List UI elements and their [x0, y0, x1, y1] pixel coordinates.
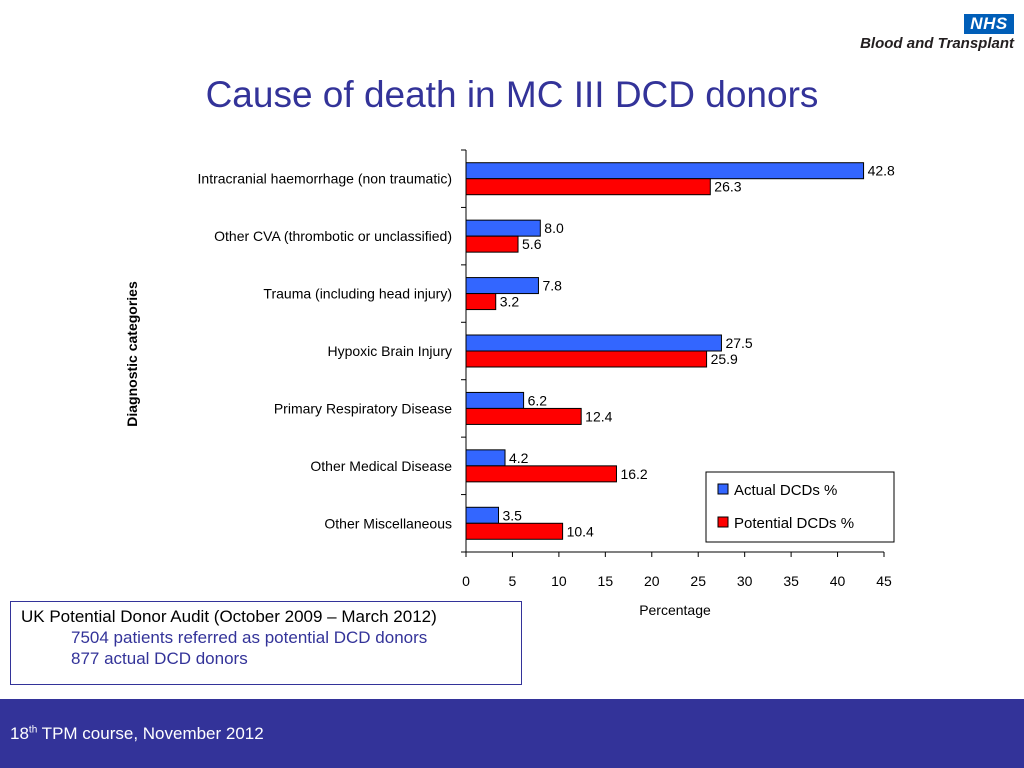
bar-actual — [465, 334, 722, 352]
data-label: 26.3 — [714, 179, 741, 195]
category-label: Primary Respiratory Disease — [274, 400, 452, 416]
data-label: 27.5 — [725, 335, 752, 351]
data-label: 16.2 — [620, 466, 647, 482]
data-label: 25.9 — [711, 351, 738, 367]
data-label: 12.4 — [585, 408, 612, 424]
category-label: Other Miscellaneous — [324, 515, 452, 531]
x-axis-title: Percentage — [639, 602, 711, 618]
footer-bar: 18th TPM course, November 2012 — [0, 699, 1024, 768]
bar-potential — [465, 293, 497, 311]
category-label: Trauma (including head injury) — [263, 286, 452, 302]
nhs-badge: NHS — [964, 14, 1014, 34]
x-tick-label: 40 — [830, 573, 846, 589]
bar-actual — [465, 277, 539, 295]
legend-box — [705, 471, 895, 543]
bar-potential — [465, 465, 617, 483]
bar-potential — [465, 235, 519, 253]
legend-label: Actual DCDs % — [734, 482, 837, 499]
x-tick-label: 5 — [509, 573, 517, 589]
footer-number: 18 — [10, 724, 29, 743]
category-label: Hypoxic Brain Injury — [328, 343, 453, 359]
data-label: 7.8 — [542, 278, 562, 294]
y-axis-title: Diagnostic categories — [124, 281, 140, 427]
legend-swatch — [717, 483, 729, 495]
logo-text: Blood and Transplant — [860, 35, 1014, 52]
data-label: 3.2 — [500, 294, 520, 310]
data-label: 42.8 — [868, 163, 895, 179]
data-label: 3.5 — [503, 507, 523, 523]
x-tick-label: 45 — [876, 573, 892, 589]
bar-actual — [465, 162, 865, 180]
data-label: 8.0 — [544, 220, 564, 236]
x-tick-label: 35 — [783, 573, 799, 589]
bar-actual — [465, 449, 506, 467]
footer-text: 18th TPM course, November 2012 — [10, 724, 264, 744]
data-label: 4.2 — [509, 450, 529, 466]
x-tick-label: 20 — [644, 573, 660, 589]
bar-chart: 0 5 10 15 20 25 30 35 40 45 Intracranial haemorrha… — [124, 149, 895, 618]
bar-actual — [465, 219, 541, 237]
category-label: Other Medical Disease — [310, 458, 452, 474]
slide-title: Cause of death in MC III DCD donors — [205, 74, 819, 115]
legend-label: Potential DCDs % — [734, 515, 854, 532]
bar-potential — [465, 407, 582, 425]
category-label: Intracranial haemorrhage (non traumatic) — [198, 171, 452, 187]
nhs-logo: NHS Blood and Transplant — [834, 14, 1014, 54]
data-label: 10.4 — [567, 523, 594, 539]
bar-potential — [465, 350, 708, 368]
bar-potential — [465, 178, 711, 196]
audit-line-actual: 877 actual DCD donors — [71, 649, 248, 668]
bar-actual — [465, 391, 525, 409]
x-tick-label: 10 — [551, 573, 567, 589]
data-label: 5.6 — [522, 236, 542, 252]
footer-course: TPM course, November 2012 — [37, 724, 264, 743]
footer-suffix: th — [28, 724, 38, 736]
audit-box: UK Potential Donor Audit (October 2009 –… — [10, 601, 522, 685]
bar-actual — [465, 506, 500, 524]
x-tick-label: 25 — [690, 573, 706, 589]
audit-heading: UK Potential Donor Audit (October 2009 –… — [21, 607, 437, 626]
audit-line-referred: 7504 patients referred as potential DCD … — [71, 628, 428, 647]
legend-swatch — [717, 516, 729, 528]
category-label: Other CVA (thrombotic or unclassified) — [214, 228, 452, 244]
data-label: 6.2 — [528, 392, 548, 408]
x-tick-label: 15 — [598, 573, 614, 589]
x-tick-label: 0 — [462, 573, 470, 589]
bar-potential — [465, 522, 564, 540]
x-tick-label: 30 — [737, 573, 753, 589]
